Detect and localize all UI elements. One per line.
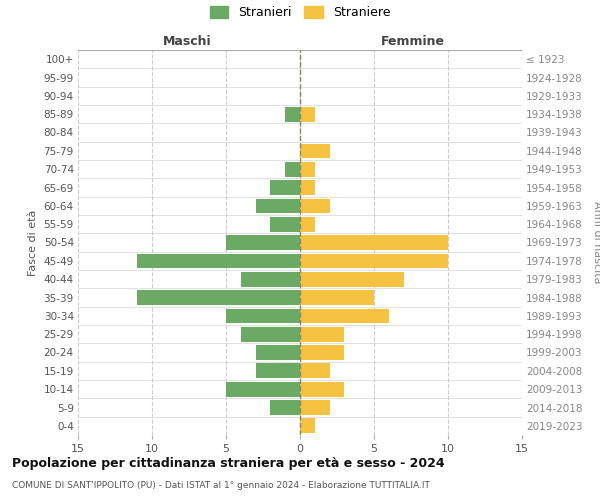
Bar [300,382,344,396]
Y-axis label: Fasce di età: Fasce di età [28,210,38,276]
Bar [256,364,300,378]
Bar [300,254,448,268]
Bar [241,327,300,342]
Bar [300,107,315,122]
Bar [226,308,300,323]
Bar [300,364,329,378]
Bar [285,107,300,122]
Bar [226,382,300,396]
Text: Popolazione per cittadinanza straniera per età e sesso - 2024: Popolazione per cittadinanza straniera p… [12,458,445,470]
Bar [300,327,344,342]
Bar [300,162,315,176]
Bar [300,180,315,195]
Bar [300,400,329,415]
Y-axis label: Anni di nascita: Anni di nascita [592,201,600,284]
Bar [137,290,300,305]
Bar [300,235,448,250]
Bar [300,290,374,305]
Bar [241,272,300,286]
Bar [300,217,315,232]
Bar [300,272,404,286]
Legend: Stranieri, Straniere: Stranieri, Straniere [209,6,391,19]
Text: Femmine: Femmine [381,35,445,48]
Bar [271,180,300,195]
Bar [285,162,300,176]
Text: COMUNE DI SANT'IPPOLITO (PU) - Dati ISTAT al 1° gennaio 2024 - Elaborazione TUTT: COMUNE DI SANT'IPPOLITO (PU) - Dati ISTA… [12,481,430,490]
Bar [137,254,300,268]
Bar [256,345,300,360]
Bar [271,217,300,232]
Bar [226,235,300,250]
Bar [300,144,329,158]
Bar [300,345,344,360]
Bar [256,198,300,213]
Text: Maschi: Maschi [163,35,211,48]
Bar [300,308,389,323]
Bar [271,400,300,415]
Bar [300,198,329,213]
Bar [300,418,315,433]
